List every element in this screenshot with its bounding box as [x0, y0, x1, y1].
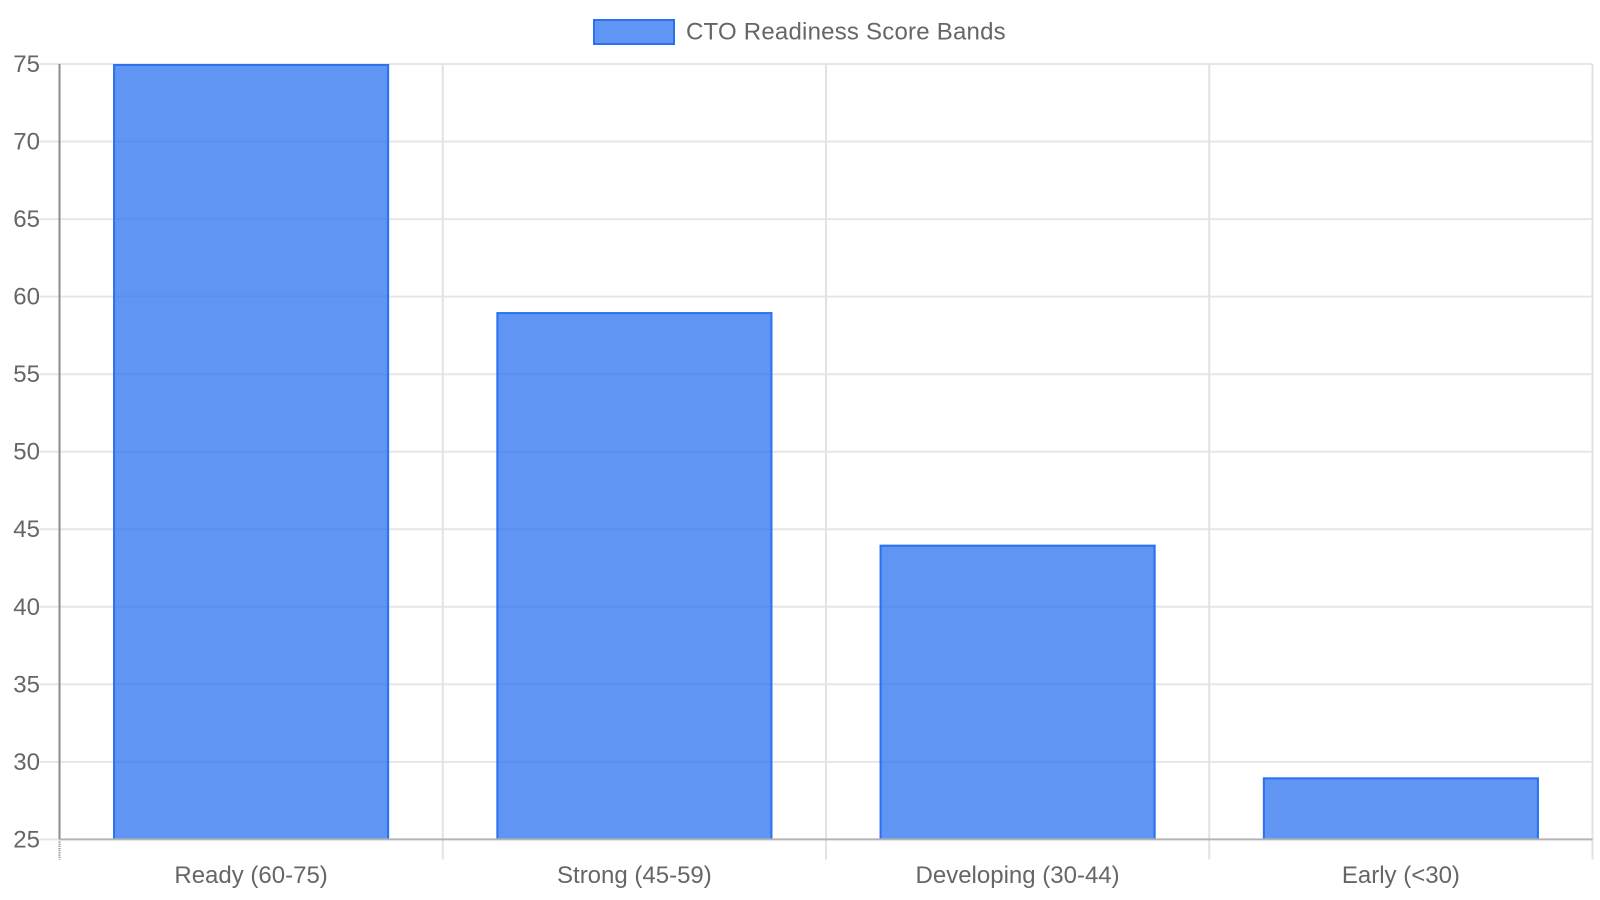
- svg-text:40: 40: [13, 594, 40, 621]
- svg-text:CTO Readiness Score Bands: CTO Readiness Score Bands: [686, 19, 1006, 46]
- svg-text:45: 45: [13, 516, 40, 543]
- svg-text:75: 75: [13, 51, 40, 78]
- svg-text:55: 55: [13, 361, 40, 388]
- svg-text:Early (<30): Early (<30): [1342, 862, 1460, 889]
- svg-text:30: 30: [13, 749, 40, 776]
- svg-text:50: 50: [13, 439, 40, 466]
- svg-text:35: 35: [13, 671, 40, 698]
- svg-text:25: 25: [13, 826, 40, 853]
- svg-text:60: 60: [13, 284, 40, 311]
- svg-text:Ready (60-75): Ready (60-75): [174, 862, 327, 889]
- svg-text:Developing (30-44): Developing (30-44): [916, 862, 1120, 889]
- svg-text:70: 70: [13, 129, 40, 156]
- svg-text:Strong (45-59): Strong (45-59): [557, 862, 712, 889]
- svg-text:65: 65: [13, 206, 40, 233]
